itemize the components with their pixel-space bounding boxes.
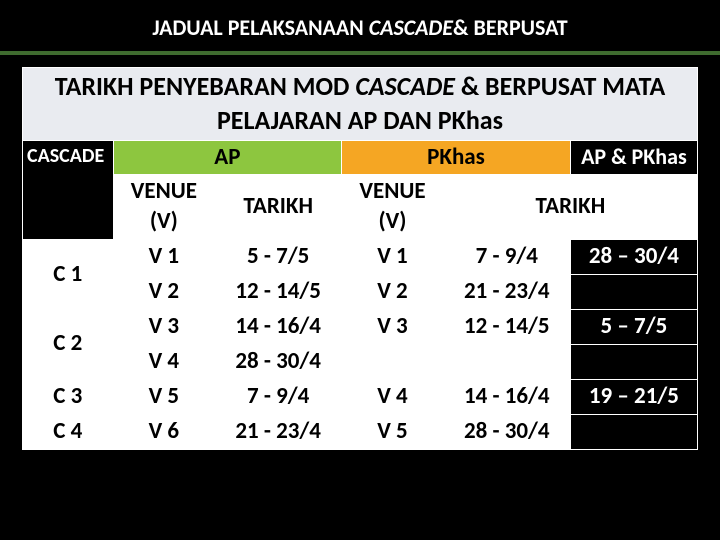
- table-row: V 4 28 - 30/4: [23, 344, 698, 379]
- cell: V 2: [113, 275, 215, 310]
- cell: 12 - 14/5: [215, 275, 342, 310]
- table-row: VENUE (V) TARIKH VENUE (V) TARIKH: [23, 175, 698, 240]
- cell: V 2: [342, 275, 444, 310]
- cell: 28 - 30/4: [215, 344, 342, 379]
- underline-rule: [0, 51, 720, 55]
- cell: V 1: [342, 240, 444, 275]
- cell: 28 - 30/4: [443, 414, 570, 449]
- table-row: C 1 V 1 5 - 7/5 V 1 7 - 9/4 28 – 30/4: [23, 240, 698, 275]
- col-appkhas: AP & PKhas: [570, 140, 697, 175]
- table-row: TARIKH PENYEBARAN MOD CASCADE & BERPUSAT…: [23, 68, 698, 141]
- sub-venue-ap: VENUE (V): [113, 175, 215, 240]
- title-part1: JADUAL PELAKSANAAN: [152, 14, 368, 41]
- cell: V 4: [113, 344, 215, 379]
- cell: 14 - 16/4: [443, 379, 570, 414]
- sub-venue-pk: VENUE (V): [342, 175, 444, 240]
- title-em: CASCADE: [369, 14, 453, 41]
- cell: 7 - 9/4: [215, 379, 342, 414]
- cell: 28 – 30/4: [570, 240, 697, 275]
- cell: 19 – 21/5: [570, 379, 697, 414]
- cell: V 3: [113, 310, 215, 345]
- cell: 7 - 9/4: [443, 240, 570, 275]
- table-row: V 2 12 - 14/5 V 2 21 - 23/4: [23, 275, 698, 310]
- slide-title: JADUAL PELAKSANAAN CASCADE& BERPUSAT: [0, 0, 720, 49]
- table-row: C 2 V 3 14 - 16/4 V 3 12 - 14/5 5 – 7/5: [23, 310, 698, 345]
- cell: V 5: [113, 379, 215, 414]
- cell: 5 - 7/5: [215, 240, 342, 275]
- schedule-table: TARIKH PENYEBARAN MOD CASCADE & BERPUSAT…: [22, 67, 698, 450]
- cell: 14 - 16/4: [215, 310, 342, 345]
- cell: [570, 414, 697, 449]
- table-row: C 4 V 6 21 - 23/4 V 5 28 - 30/4: [23, 414, 698, 449]
- sub-tarikh-ap: TARIKH: [215, 175, 342, 240]
- cascade-label: CASCADE: [23, 140, 114, 240]
- cell-c1: C 1: [23, 240, 114, 310]
- cell: 21 - 23/4: [443, 275, 570, 310]
- cell-c2: C 2: [23, 310, 114, 380]
- col-ap: AP: [113, 140, 342, 175]
- table-row: CASCADE AP PKhas AP & PKhas: [23, 140, 698, 175]
- cell: [443, 344, 570, 379]
- cell: 5 – 7/5: [570, 310, 697, 345]
- cell: [342, 344, 444, 379]
- title-part2: & BERPUSAT: [453, 14, 568, 41]
- cell: [570, 344, 697, 379]
- col-pkhas: PKhas: [342, 140, 571, 175]
- cell: V 3: [342, 310, 444, 345]
- cell-c4: C 4: [23, 414, 114, 449]
- cell: [570, 275, 697, 310]
- main-header: TARIKH PENYEBARAN MOD CASCADE & BERPUSAT…: [23, 68, 698, 141]
- main-hdr-1: TARIKH PENYEBARAN MOD: [55, 70, 356, 102]
- slide: JADUAL PELAKSANAAN CASCADE& BERPUSAT TAR…: [0, 0, 720, 540]
- cell-c3: C 3: [23, 379, 114, 414]
- sub-tarikh-pk: TARIKH: [443, 175, 697, 240]
- cell: V 6: [113, 414, 215, 449]
- cell: 21 - 23/4: [215, 414, 342, 449]
- cell: V 4: [342, 379, 444, 414]
- table-row: C 3 V 5 7 - 9/4 V 4 14 - 16/4 19 – 21/5: [23, 379, 698, 414]
- cell: V 1: [113, 240, 215, 275]
- cell: V 5: [342, 414, 444, 449]
- main-hdr-em: CASCADE: [355, 70, 455, 102]
- cell: 12 - 14/5: [443, 310, 570, 345]
